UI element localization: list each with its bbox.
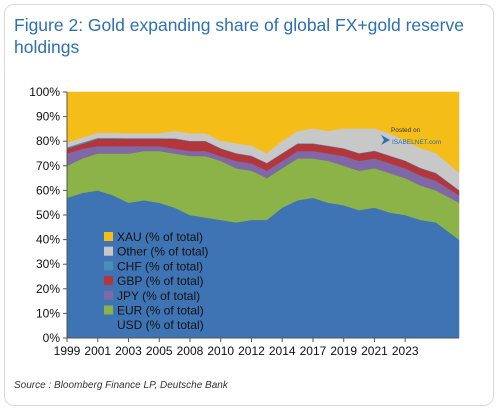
y-tick-label: 70% (36, 159, 60, 173)
legend-swatch-chf (104, 261, 113, 271)
x-tick-label: 2019 (330, 344, 357, 358)
y-tick-label: 20% (36, 282, 60, 296)
x-tick-label: 2005 (146, 344, 173, 358)
x-tick-label: 2008 (177, 344, 204, 358)
legend: XAU (% of total)Other (% of total)CHF (%… (104, 230, 208, 332)
x-tick-label: 2021 (361, 344, 388, 358)
x-tick-label: 2012 (238, 344, 265, 358)
x-tick-label: 2014 (269, 344, 296, 358)
source-note: Source : Bloomberg Finance LP, Deutsche … (14, 380, 228, 391)
watermark: Posted on ISABELNET.com (381, 127, 441, 146)
area-series-group (66, 91, 460, 339)
legend-swatch-xau (104, 232, 113, 241)
y-tick-label: 80% (36, 134, 60, 148)
legend-label-gbp: GBP (% of total) (117, 274, 203, 288)
legend-swatch-gbp (104, 276, 113, 286)
legend-swatch-other (104, 246, 113, 256)
legend-label-jpy: JPY (% of total) (117, 289, 200, 303)
legend-swatch-eur (104, 305, 113, 315)
x-tick-label: 2023 (392, 344, 419, 358)
legend-label-eur: EUR (% of total) (117, 304, 204, 318)
legend-swatch-usd (104, 320, 113, 330)
watermark-line2: ISABELNET.com (392, 139, 441, 146)
watermark-line1: Posted on (391, 127, 421, 134)
legend-label-usd: USD (% of total) (117, 318, 204, 332)
x-tick-label: 2017 (300, 344, 327, 358)
y-tick-label: 0% (43, 331, 61, 345)
watermark-logo-icon (381, 135, 390, 145)
y-tick-label: 90% (36, 110, 60, 124)
y-tick-label: 30% (36, 257, 60, 271)
y-tick-label: 50% (36, 208, 60, 222)
x-tick-label: 2003 (115, 344, 142, 358)
y-tick-label: 40% (36, 233, 60, 247)
x-tick-label: 2001 (84, 344, 111, 358)
area-xau (66, 91, 460, 174)
chart-title: Figure 2: Gold expanding share of global… (14, 15, 464, 57)
y-tick-label: 100% (29, 85, 60, 99)
x-tick-label: 1999 (54, 344, 81, 358)
legend-label-xau: XAU (% of total) (117, 230, 203, 244)
legend-label-chf: CHF (% of total) (117, 259, 203, 273)
axes-group: 0%10%20%30%40%50%60%70%80%90%100%1999 200… (29, 85, 459, 358)
y-tick-label: 60% (36, 183, 60, 197)
x-tick-label: 2010 (207, 344, 234, 358)
y-tick-label: 10% (36, 306, 60, 320)
legend-label-other: Other (% of total) (117, 245, 208, 259)
legend-swatch-jpy (104, 290, 113, 300)
